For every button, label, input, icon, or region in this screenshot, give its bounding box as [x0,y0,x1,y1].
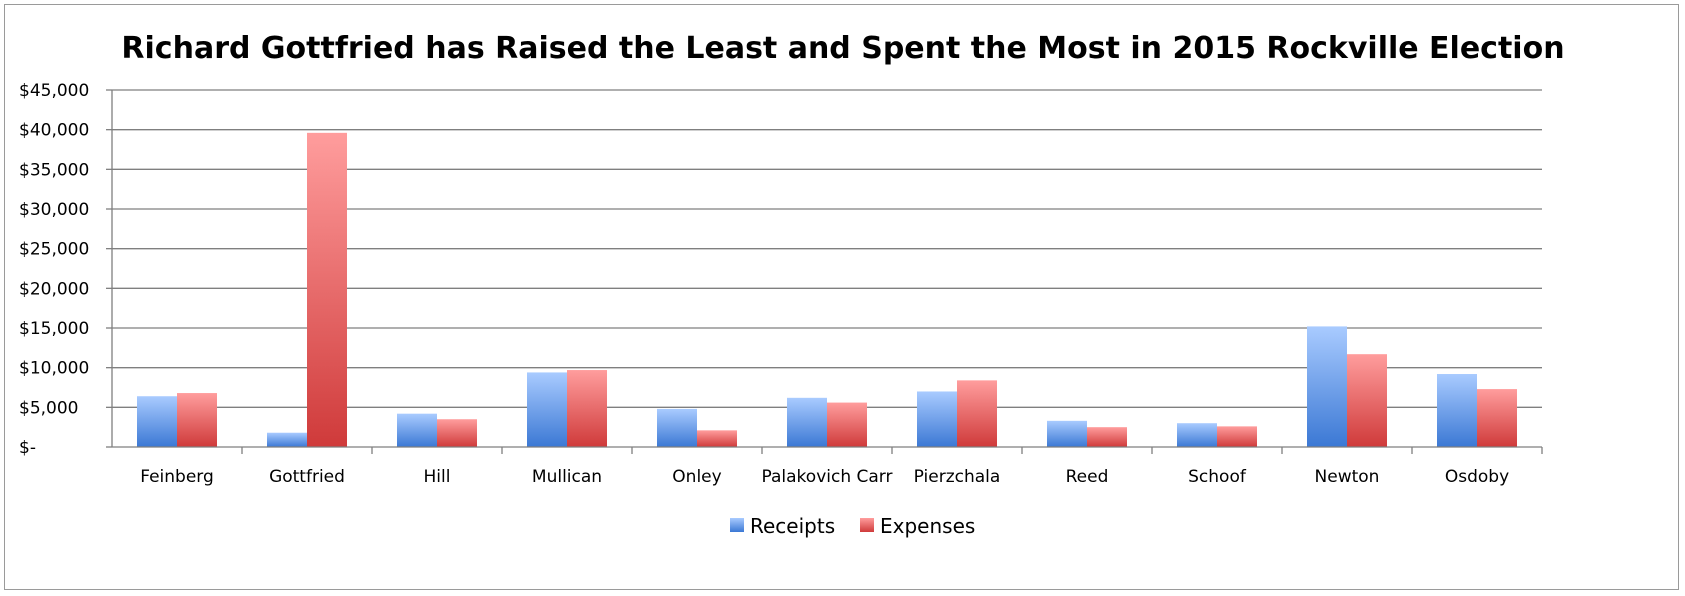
x-category-label: Gottfried [269,467,345,487]
bar-expenses [177,393,217,447]
x-category-label: Reed [1066,467,1109,487]
x-category-label: Onley [672,467,721,487]
bar-receipts [1307,326,1347,447]
y-tick-label: $15,000 [19,319,89,339]
bar-expenses [827,402,867,447]
x-category-label: Pierzchala [914,467,1001,487]
bar-expenses [957,380,997,447]
legend-swatch-expenses [860,518,874,532]
bar-expenses [1087,427,1127,447]
x-category-label: Mullican [532,467,602,487]
bar-expenses [307,132,347,447]
bar-receipts [917,391,957,447]
chart-frame: Richard Gottfried has Raised the Least a… [4,4,1679,590]
x-category-label: Hill [424,467,451,487]
bar-receipts [527,372,567,447]
bar-receipts [1177,423,1217,447]
y-tick-label: $35,000 [19,160,89,180]
bar-receipts [657,408,697,447]
y-tick-label: $30,000 [19,200,89,220]
chart-title: Richard Gottfried has Raised the Least a… [121,31,1564,66]
bar-receipts [1047,420,1087,447]
y-tick-label: $25,000 [19,240,89,260]
x-category-label: Palakovich Carr [762,467,893,487]
bar-chart: Richard Gottfried has Raised the Least a… [19,31,1565,538]
x-category-label: Schoof [1188,467,1247,487]
y-tick-label: $5,000 [19,398,78,418]
bar-receipts [787,397,827,447]
bar-receipts [267,432,307,447]
y-tick-label: $- [19,438,36,458]
y-tick-label: $10,000 [19,359,89,379]
y-tick-label: $45,000 [19,81,89,101]
bar-expenses [1217,426,1257,447]
x-category-label: Osdoby [1445,467,1509,487]
bar-receipts [1437,374,1477,447]
x-category-label: Feinberg [140,467,214,487]
y-tick-label: $40,000 [19,121,89,141]
bar-expenses [437,419,477,447]
x-category-label: Newton [1315,467,1380,487]
legend-label-receipts: Receipts [750,514,835,538]
bar-expenses [697,430,737,447]
bar-receipts [137,396,177,447]
bar-receipts [397,413,437,447]
y-tick-label: $20,000 [19,279,89,299]
bar-expenses [1347,354,1387,447]
bar-expenses [1477,389,1517,447]
legend-label-expenses: Expenses [880,514,975,538]
legend-swatch-receipts [730,518,744,532]
bar-expenses [567,370,607,447]
